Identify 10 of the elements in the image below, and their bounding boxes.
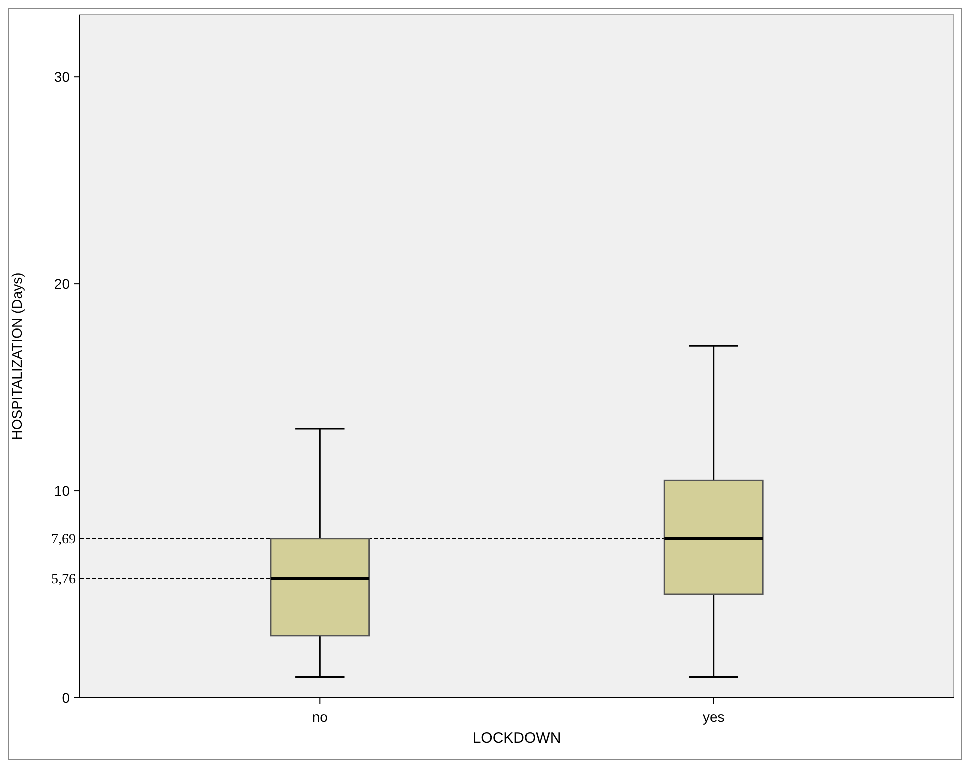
y-tick-label: 30 [54,68,70,85]
x-axis-title: LOCKDOWN [472,730,562,747]
y-tick-label: 10 [54,482,70,499]
ref-line-label: 5,76 [52,572,76,588]
x-tick-label: yes [702,709,725,725]
ref-line-label: 7,69 [52,532,76,548]
y-tick-label: 20 [54,276,70,292]
y-tick-label: 0 [62,690,70,706]
x-tick-label: no [312,709,328,725]
y-axis-title: HOSPITALIZATION (Days) [9,272,25,440]
